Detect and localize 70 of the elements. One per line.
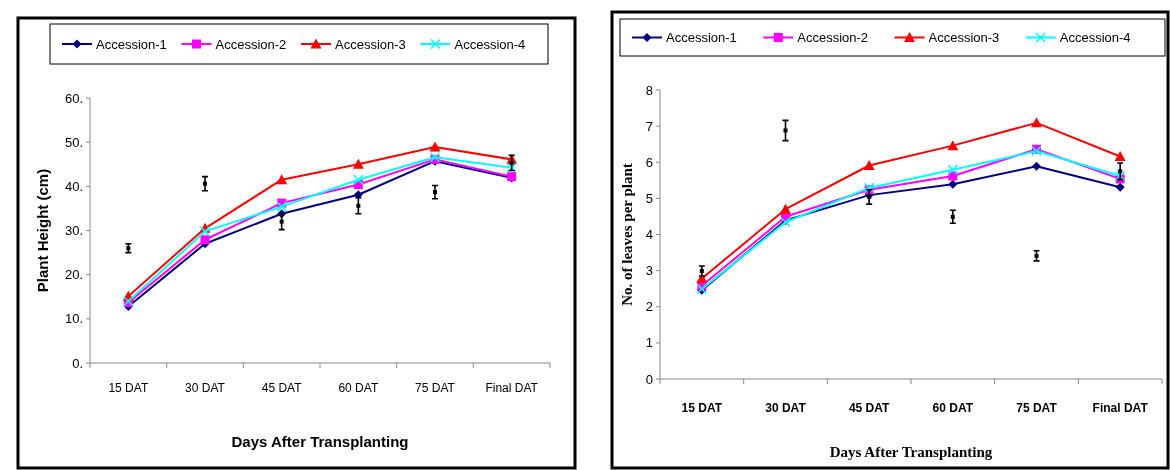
- point: [1032, 161, 1041, 171]
- point: [948, 179, 958, 189]
- x-axis-title: Days After Transplanting: [231, 433, 409, 450]
- point: [429, 141, 441, 152]
- point: [506, 162, 517, 174]
- point: [433, 190, 437, 195]
- y-tick-label: 5: [645, 190, 653, 206]
- legend-label: Accession-4: [1059, 30, 1131, 46]
- point: [200, 235, 210, 245]
- y-tick-label: 2: [645, 299, 653, 315]
- y-tick-label: 6: [645, 154, 653, 170]
- point: [950, 214, 955, 219]
- legend-label: Accession-1: [666, 30, 737, 46]
- point: [353, 190, 363, 200]
- legend-label: Accession-4: [454, 36, 526, 52]
- point: [276, 174, 288, 185]
- point: [1118, 169, 1123, 174]
- y-tick-label: 30.: [64, 223, 83, 239]
- x-tick-label: Final DAT: [1092, 401, 1149, 415]
- point: [276, 201, 287, 212]
- x-tick-label: 15 DAT: [681, 401, 723, 415]
- point: [783, 128, 788, 133]
- legend-label: Accession-1: [96, 36, 167, 52]
- x-tick-label: Final DAT: [485, 381, 539, 395]
- point: [1114, 150, 1126, 161]
- y-tick-label: 20.: [64, 267, 83, 283]
- point: [199, 226, 211, 237]
- point: [780, 203, 791, 214]
- legend-label: Accession-3: [335, 36, 406, 52]
- y-tick-label: 40.: [64, 178, 83, 194]
- point: [203, 181, 207, 186]
- y-tick-label: 0.: [72, 355, 83, 371]
- y-tick-label: 8: [645, 82, 653, 98]
- legend-label: Accession-2: [797, 30, 869, 46]
- point: [1034, 253, 1039, 258]
- x-tick-label: 60 DAT: [338, 381, 379, 395]
- point: [352, 158, 364, 169]
- y-tick-label: 50.: [64, 134, 83, 150]
- point: [509, 160, 514, 165]
- point: [1031, 117, 1042, 128]
- y-tick-label: 1: [645, 335, 653, 351]
- legend-label: Accession-3: [928, 30, 1000, 46]
- x-tick-label: 15 DAT: [108, 381, 149, 395]
- y-tick-label: 0: [645, 371, 653, 387]
- x-tick-label: 45 DAT: [261, 381, 303, 395]
- point: [947, 164, 959, 176]
- point: [947, 140, 959, 151]
- x-tick-label: 30 DAT: [185, 381, 226, 395]
- y-axis-title: Plant Height (cm): [34, 168, 51, 293]
- point: [279, 219, 284, 224]
- y-tick-label: 10.: [64, 311, 83, 327]
- point: [1114, 170, 1126, 182]
- point: [353, 174, 364, 185]
- y-tick-label: 7: [645, 118, 653, 134]
- point: [699, 268, 704, 273]
- point: [356, 203, 361, 208]
- point: [1115, 182, 1125, 192]
- y-axis-title: No. of leaves per plant: [619, 163, 635, 306]
- x-tick-label: 60 DAT: [932, 401, 974, 415]
- x-tick-label: 75 DAT: [1016, 401, 1058, 415]
- legend-label: Accession-2: [215, 36, 287, 52]
- point: [867, 194, 872, 199]
- x-tick-label: 75 DAT: [415, 381, 456, 395]
- y-tick-label: 3: [645, 263, 653, 279]
- x-tick-label: 30 DAT: [765, 401, 807, 415]
- y-tick-label: 4: [645, 227, 653, 243]
- y-tick-label: 60.: [64, 90, 83, 106]
- x-axis-title: Days After Transplanting: [829, 444, 993, 460]
- point: [863, 160, 875, 170]
- x-tick-label: 45 DAT: [848, 401, 891, 415]
